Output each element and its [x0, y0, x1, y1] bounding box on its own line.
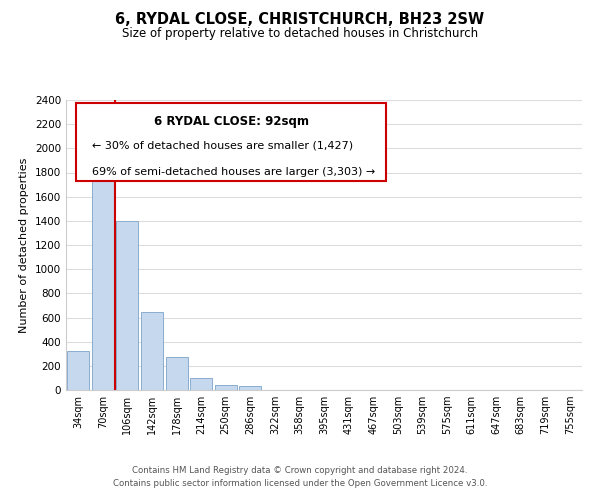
Bar [215, 384, 237, 390]
Bar [116, 221, 139, 390]
Text: 6, RYDAL CLOSE, CHRISTCHURCH, BH23 2SW: 6, RYDAL CLOSE, CHRISTCHURCH, BH23 2SW [115, 12, 485, 28]
Bar [92, 153, 114, 390]
Bar [141, 312, 163, 390]
FancyBboxPatch shape [76, 103, 386, 181]
Bar [67, 350, 89, 390]
Text: Size of property relative to detached houses in Christchurch: Size of property relative to detached ho… [122, 28, 478, 40]
Text: 69% of semi-detached houses are larger (3,303) →: 69% of semi-detached houses are larger (… [92, 166, 375, 176]
Text: Contains HM Land Registry data © Crown copyright and database right 2024.
Contai: Contains HM Land Registry data © Crown c… [113, 466, 487, 487]
Y-axis label: Number of detached properties: Number of detached properties [19, 158, 29, 332]
Bar [190, 378, 212, 390]
Bar [239, 386, 262, 390]
Bar [166, 357, 188, 390]
Text: 6 RYDAL CLOSE: 92sqm: 6 RYDAL CLOSE: 92sqm [154, 114, 308, 128]
Text: ← 30% of detached houses are smaller (1,427): ← 30% of detached houses are smaller (1,… [92, 140, 353, 150]
